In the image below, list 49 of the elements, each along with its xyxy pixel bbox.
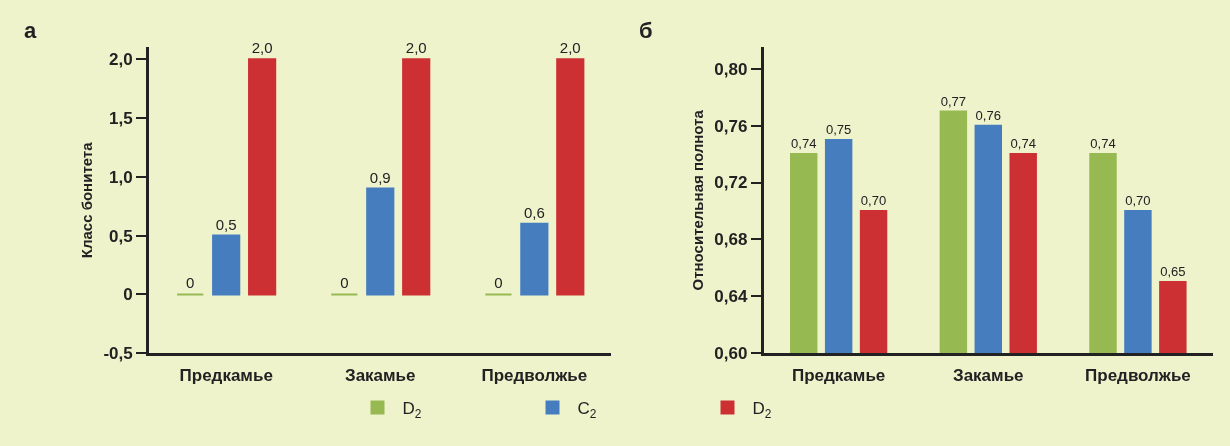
x-tick-label: Предволжье <box>481 365 588 385</box>
x-tick-label: Закамье <box>344 365 416 385</box>
legend-label: D$_{2}$ <box>402 399 422 421</box>
data-label: 0 <box>340 274 349 292</box>
y-tick-label: 0,68 <box>714 230 748 250</box>
y-tick-label: 0 <box>123 285 133 305</box>
data-label: 2,0 <box>251 39 273 57</box>
bar <box>366 187 395 296</box>
bar <box>248 58 277 296</box>
data-label: 0,75 <box>825 122 852 138</box>
data-label: 0,65 <box>1160 264 1186 280</box>
bar <box>402 58 431 296</box>
data-label: 2,0 <box>405 39 427 57</box>
data-label: 0,74 <box>1010 136 1036 152</box>
bar <box>556 58 585 296</box>
chart-title: б <box>639 18 653 43</box>
y-axis-title: Класс бонитета <box>77 141 95 259</box>
x-tick-label: Предкамье <box>179 365 273 385</box>
legend-label: C$_{2}$ <box>577 399 597 421</box>
data-label: 0,74 <box>1090 136 1116 152</box>
data-label: 0 <box>186 274 195 292</box>
x-tick-label: Закамье <box>953 365 1024 385</box>
y-tick-label: 0,72 <box>714 173 748 193</box>
data-label: 0,77 <box>940 93 967 109</box>
y-axis-title: Относительная полнота <box>688 109 706 291</box>
y-tick-label: 0,80 <box>714 59 748 79</box>
data-label: 0 <box>494 274 503 292</box>
y-tick-label: 2,0 <box>109 50 133 70</box>
y-tick-label: 1,0 <box>109 167 133 187</box>
data-label: 0,74 <box>791 136 817 152</box>
bar <box>212 234 241 296</box>
y-tick-label: -0,5 <box>103 344 133 364</box>
legend-label: D$_{2}$ <box>752 399 772 421</box>
chart-title: а <box>24 18 37 43</box>
y-tick-label: 0,60 <box>714 344 748 364</box>
data-label: 2,0 <box>559 39 581 57</box>
data-label: 0,9 <box>369 168 391 186</box>
data-label: 0,6 <box>523 203 545 221</box>
bar <box>520 222 549 296</box>
y-tick-label: 0,64 <box>714 287 748 307</box>
data-label: 0,76 <box>975 108 1001 124</box>
y-tick-label: 0,76 <box>714 116 748 136</box>
x-tick-label: Предволжье <box>1085 365 1191 385</box>
data-label: 0,5 <box>215 215 237 233</box>
data-label: 0,70 <box>860 193 887 209</box>
x-tick-label: Предкамье <box>792 365 886 385</box>
y-tick-label: 1,5 <box>109 108 133 128</box>
y-tick-label: 0,5 <box>109 226 133 246</box>
data-label: 0,70 <box>1125 193 1151 209</box>
